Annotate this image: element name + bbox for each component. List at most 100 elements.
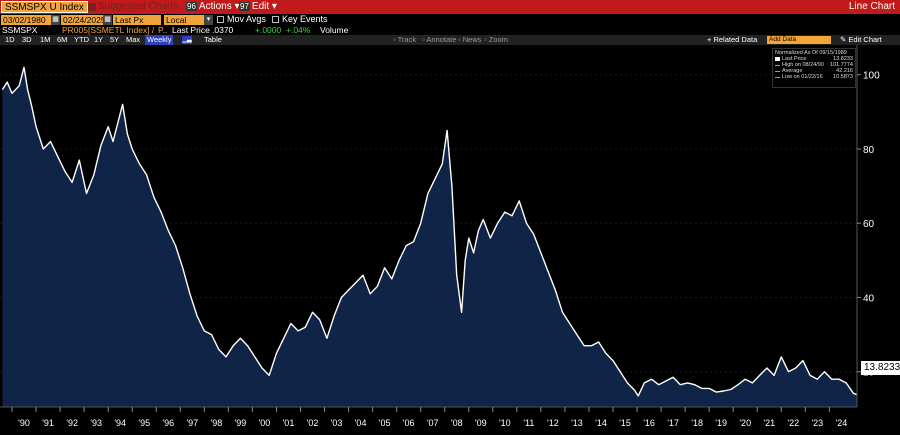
zoom-label: Zoom xyxy=(488,35,508,44)
x-tick-label: '23 xyxy=(811,418,823,428)
track-tool[interactable]: ▫ Track xyxy=(393,35,417,44)
currency-select[interactable]: Local CCY xyxy=(164,15,204,35)
actions-menu[interactable]: 96 Actions ▾ xyxy=(186,1,240,12)
edit-menu[interactable]: 97 Edit ▾ xyxy=(239,1,277,12)
suggested-charts-button[interactable]: Suggested Charts xyxy=(88,1,178,13)
table-button[interactable]: Table xyxy=(204,35,222,44)
x-tick-label: '15 xyxy=(619,418,631,428)
x-tick-label: '99 xyxy=(235,418,247,428)
legend-dash xyxy=(775,71,780,72)
x-tick-label: '05 xyxy=(379,418,391,428)
y-tick-label: 40 xyxy=(863,293,875,304)
mov-avgs-checkbox[interactable] xyxy=(217,16,224,23)
chart-kind-label: Line Chart xyxy=(848,1,895,12)
edit-chart-button[interactable]: ✎ Edit Chart xyxy=(840,35,882,45)
legend-swatch xyxy=(775,57,780,61)
range-1d[interactable]: 1D xyxy=(5,35,15,44)
annotate-label: Annotate xyxy=(426,35,457,44)
price-chart[interactable]: 20406080100 '90'91'92'93'94'95'96'97'98'… xyxy=(0,45,900,435)
start-date-field[interactable]: 03/02/1980 xyxy=(1,15,51,25)
x-axis-ticks: '90 '91 '92 '93 '94 '95 '96 '97 '98 '99 '00 '01 '02 '… xyxy=(11,407,848,428)
x-tick-label: '92 xyxy=(66,418,78,428)
pencil-icon: ✎ xyxy=(840,35,847,44)
x-tick-label: '07 xyxy=(427,418,439,428)
legend-high: High on 08/24/90 101.7774 xyxy=(775,62,853,68)
formula-label: PR005[SSMETL Index] / xyxy=(62,25,155,35)
add-data-field[interactable]: Add Data xyxy=(767,36,831,44)
related-data-button[interactable]: + Related Data xyxy=(707,35,758,44)
legend-title: Normalized As Of 09/15/1989 xyxy=(775,50,847,56)
volume-label: Volume xyxy=(320,25,349,35)
actions-number: 96 xyxy=(186,2,197,11)
track-label: Track xyxy=(397,35,417,44)
y-tick-label: 60 xyxy=(863,219,875,230)
range-max[interactable]: Max xyxy=(126,35,141,44)
change-percent: +.04% xyxy=(286,25,311,35)
legend-average: Average 42.216 xyxy=(775,68,853,74)
x-tick-label: '02 xyxy=(307,418,319,428)
legend-value: 42.216 xyxy=(836,68,853,74)
chart-type-icon[interactable]: ▁▃ xyxy=(182,36,192,44)
security-info-bar: SSMSPX PR005[SSMETL Index] / P.. Last Pr… xyxy=(0,25,900,35)
last-price-badge: 13.8233 xyxy=(861,361,900,375)
security-label: SSMSPX xyxy=(2,25,38,35)
legend-value: 13.8233 xyxy=(833,56,853,62)
zoom-tool[interactable]: ▫ Zoom xyxy=(484,35,508,44)
controls-bar: 03/02/1980 ▦ 02/24/2025 ▦ Last Px Local … xyxy=(0,14,900,35)
currency-dropdown-icon[interactable]: ▾ xyxy=(204,15,213,25)
range-1y[interactable]: 1Y xyxy=(94,35,104,44)
last-price-value: .0370 xyxy=(212,25,234,35)
x-tick-label: '00 xyxy=(259,418,271,428)
x-tick-label: '13 xyxy=(571,418,583,428)
x-tick-label: '14 xyxy=(595,418,607,428)
x-tick-label: '18 xyxy=(691,418,703,428)
x-tick-label: '09 xyxy=(475,418,487,428)
x-tick-label: '93 xyxy=(90,418,102,428)
x-tick-label: '17 xyxy=(667,418,679,428)
field-select[interactable]: Last Px xyxy=(113,15,161,25)
x-tick-label: '11 xyxy=(523,418,534,428)
key-events-label: Key Events xyxy=(282,14,328,24)
frequency-select[interactable]: Weekly xyxy=(145,35,174,45)
range-1m[interactable]: 1M xyxy=(40,35,51,44)
x-tick-label: '06 xyxy=(403,418,415,428)
p-label: P.. xyxy=(158,25,168,35)
title-bar: SSMSPX U Index Suggested Charts 96 Action… xyxy=(0,0,900,14)
range-5y[interactable]: 5Y xyxy=(110,35,120,44)
news-label: News xyxy=(462,35,482,44)
legend-label: Low on 01/22/16 xyxy=(782,74,823,80)
start-date-picker-icon[interactable]: ▦ xyxy=(51,15,60,25)
x-tick-label: '24 xyxy=(836,418,848,428)
annotate-tool[interactable]: ▫ Annotate xyxy=(422,35,457,44)
x-tick-label: '98 xyxy=(210,418,222,428)
x-tick-label: '22 xyxy=(787,418,799,428)
x-tick-label: '04 xyxy=(355,418,367,428)
x-tick-label: '01 xyxy=(283,418,295,428)
range-6m[interactable]: 6M xyxy=(57,35,68,44)
legend-value: 10.5873 xyxy=(833,74,853,80)
y-tick-label: 100 xyxy=(863,71,880,82)
x-tick-label: '95 xyxy=(138,418,150,428)
end-date-field[interactable]: 02/24/2025 xyxy=(61,15,106,25)
x-tick-label: '03 xyxy=(331,418,343,428)
y-axis-ticks: 20406080100 xyxy=(857,71,880,379)
x-tick-label: '16 xyxy=(643,418,655,428)
x-tick-label: '91 xyxy=(42,418,54,428)
news-tool[interactable]: ▫ News xyxy=(458,35,482,44)
ticker-field[interactable]: SSMSPX U Index xyxy=(1,1,88,13)
range-ytd[interactable]: YTD xyxy=(74,35,89,44)
last-price-label: Last Price xyxy=(172,25,210,35)
legend-label: Last Price xyxy=(782,56,807,62)
x-tick-label: '94 xyxy=(114,418,126,428)
x-tick-label: '20 xyxy=(739,418,751,428)
edit-label: Edit xyxy=(251,1,270,12)
end-date-picker-icon[interactable]: ▦ xyxy=(103,15,112,25)
x-tick-label: '90 xyxy=(18,418,30,428)
range-3d[interactable]: 3D xyxy=(22,35,32,44)
legend-low: Low on 01/22/16 10.5873 xyxy=(775,74,853,80)
legend-dash xyxy=(775,77,780,78)
actions-label: Actions xyxy=(198,1,232,12)
key-events-checkbox[interactable] xyxy=(272,16,279,23)
x-tick-label: '97 xyxy=(186,418,198,428)
x-tick-label: '96 xyxy=(162,418,174,428)
